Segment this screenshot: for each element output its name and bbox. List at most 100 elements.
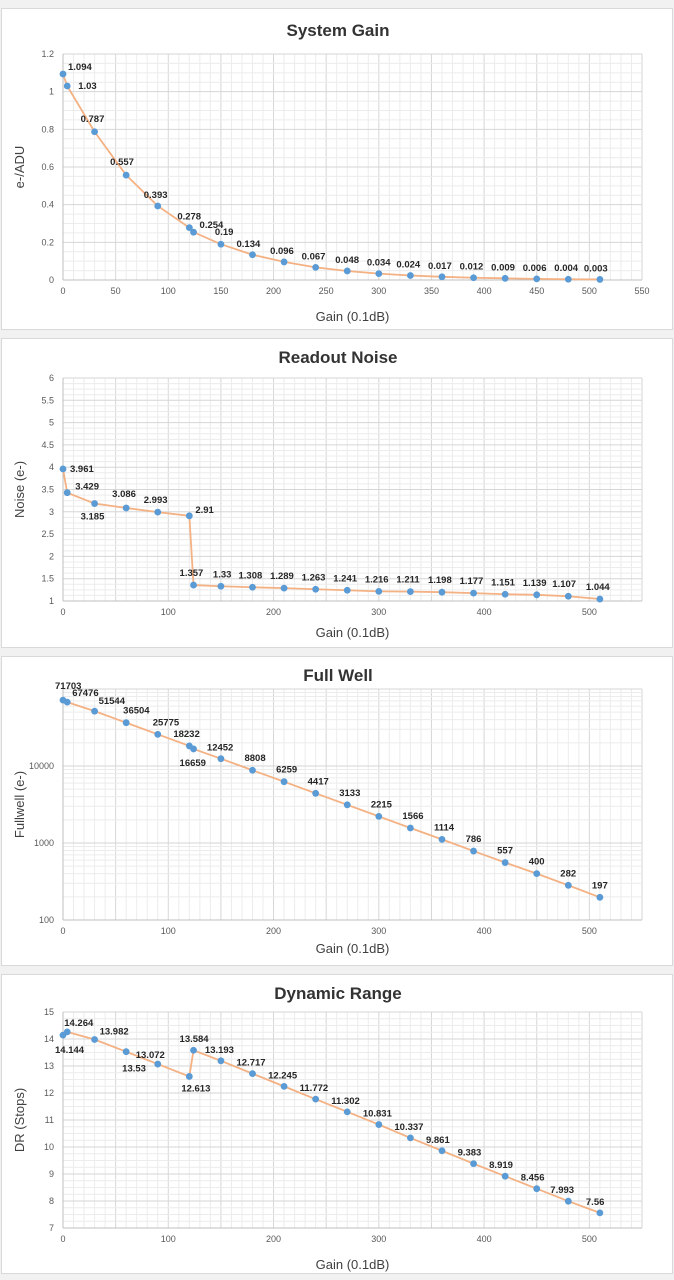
x-tick-label: 300 bbox=[371, 1234, 386, 1244]
data-point bbox=[501, 859, 509, 866]
x-tick-label: 200 bbox=[266, 607, 281, 617]
y-tick-label: 3 bbox=[49, 507, 54, 517]
data-label: 10.831 bbox=[363, 1109, 393, 1120]
data-point bbox=[122, 171, 130, 179]
data-point bbox=[501, 274, 509, 282]
data-label: 11.302 bbox=[331, 1096, 360, 1107]
data-point bbox=[185, 224, 193, 232]
data-point bbox=[154, 202, 162, 210]
y-tick-label: 4.5 bbox=[41, 440, 54, 450]
data-point bbox=[185, 1073, 193, 1080]
x-axis-label: Gain (0.1dB) bbox=[316, 941, 390, 956]
x-tick-label: 500 bbox=[582, 926, 597, 936]
data-label: 0.017 bbox=[428, 261, 452, 272]
data-point bbox=[564, 881, 572, 889]
data-label: 8.456 bbox=[521, 1173, 545, 1184]
x-axis-label: Gain (0.1dB) bbox=[316, 309, 390, 324]
data-label: 3.961 bbox=[70, 464, 94, 475]
data-label: 1.044 bbox=[586, 582, 610, 593]
data-label: 1.211 bbox=[396, 575, 420, 586]
chart-title: System Gain bbox=[287, 21, 390, 40]
data-label: 282 bbox=[560, 868, 576, 879]
data-label: 1114 bbox=[434, 822, 455, 833]
data-point bbox=[375, 270, 383, 277]
chart-title: Full Well bbox=[303, 666, 373, 685]
y-tick-label: 6 bbox=[49, 373, 54, 383]
series-line bbox=[62, 73, 600, 281]
x-axis-label: Gain (0.1dB) bbox=[316, 1257, 390, 1272]
data-label: 8.919 bbox=[489, 1160, 513, 1171]
x-tick-label: 300 bbox=[371, 607, 386, 617]
data-point bbox=[249, 251, 256, 259]
data-point bbox=[596, 276, 604, 283]
data-label: 2.91 bbox=[195, 505, 214, 516]
data-label: 0.006 bbox=[523, 263, 547, 274]
x-tick-label: 250 bbox=[319, 286, 334, 296]
y-tick-label: 3.5 bbox=[41, 485, 54, 495]
data-point bbox=[470, 589, 477, 597]
data-label: 557 bbox=[497, 846, 513, 857]
data-point bbox=[91, 500, 98, 507]
data-point bbox=[596, 893, 604, 901]
data-label: 0.004 bbox=[554, 263, 578, 274]
data-point bbox=[280, 1082, 288, 1090]
data-label: 0.134 bbox=[236, 239, 260, 250]
y-tick-label: 5.5 bbox=[41, 395, 54, 405]
data-label: 1.241 bbox=[333, 573, 357, 584]
data-point bbox=[438, 588, 446, 596]
data-label: 12452 bbox=[207, 743, 233, 754]
data-point bbox=[312, 585, 320, 593]
x-tick-label: 0 bbox=[60, 607, 65, 617]
x-tick-label: 450 bbox=[529, 286, 544, 296]
data-label: 18232 bbox=[173, 729, 199, 740]
data-point bbox=[501, 590, 509, 598]
data-label: 0.048 bbox=[335, 255, 359, 266]
data-point bbox=[343, 267, 351, 275]
readout-noise-chart: Readout Noise 0 100 200 300 400 500 1 1.5 2 2.5 3 3.… bbox=[12, 348, 643, 640]
data-point bbox=[63, 82, 71, 90]
data-label: 12.717 bbox=[236, 1058, 265, 1069]
data-point bbox=[249, 1070, 256, 1078]
system-gain-chart: System Gain 0 50 100 150 200 250 300 350 400 450 50… bbox=[12, 21, 650, 324]
data-point bbox=[407, 1134, 414, 1142]
series-line bbox=[62, 468, 600, 600]
data-label: 1.198 bbox=[428, 575, 452, 586]
data-label: 0.787 bbox=[81, 114, 105, 125]
x-tick-label: 300 bbox=[371, 926, 386, 936]
chart-panel-full-well: Full Well 0 100 200 300 400 500 100 1000 10000 Gai… bbox=[1, 656, 673, 966]
y-tick-label: 15 bbox=[44, 1007, 54, 1017]
x-tick-label: 200 bbox=[266, 286, 281, 296]
data-label: 7.993 bbox=[550, 1185, 574, 1196]
data-point bbox=[407, 588, 414, 595]
data-point bbox=[190, 581, 197, 589]
data-point bbox=[438, 835, 446, 843]
x-axis-label: Gain (0.1dB) bbox=[316, 625, 390, 640]
grid-lines bbox=[62, 53, 643, 281]
y-tick-label: 12 bbox=[44, 1088, 54, 1098]
x-tick-label: 400 bbox=[477, 926, 492, 936]
data-label: 8808 bbox=[244, 753, 265, 764]
y-axis-label: Noise (e-) bbox=[12, 461, 27, 518]
data-label: 0.254 bbox=[200, 220, 224, 231]
chart-panel-readout-noise: Readout Noise 0 100 200 300 400 500 1 1.5 2 2.5 3 3.… bbox=[1, 338, 673, 648]
data-label: 3.429 bbox=[75, 482, 99, 493]
y-tick-label: 0.8 bbox=[41, 124, 54, 134]
y-tick-label: 0.6 bbox=[41, 162, 54, 172]
data-label: 9.383 bbox=[458, 1148, 482, 1159]
data-point bbox=[190, 745, 197, 753]
data-label: 12.613 bbox=[181, 1083, 210, 1094]
data-label: 13.193 bbox=[205, 1045, 234, 1056]
data-label: 0.009 bbox=[491, 262, 515, 273]
data-point bbox=[407, 272, 414, 279]
data-point bbox=[312, 789, 320, 797]
y-tick-label: 1 bbox=[49, 87, 54, 97]
data-label: 4417 bbox=[308, 776, 329, 787]
data-label: 0.278 bbox=[177, 212, 201, 223]
data-label: 0.067 bbox=[302, 251, 326, 262]
y-tick-label: 0.4 bbox=[41, 200, 54, 210]
data-point bbox=[190, 1046, 197, 1054]
data-point bbox=[533, 870, 541, 878]
data-label: 12.245 bbox=[268, 1070, 298, 1081]
data-point bbox=[596, 1209, 604, 1217]
y-tick-label: 11 bbox=[45, 1115, 54, 1125]
